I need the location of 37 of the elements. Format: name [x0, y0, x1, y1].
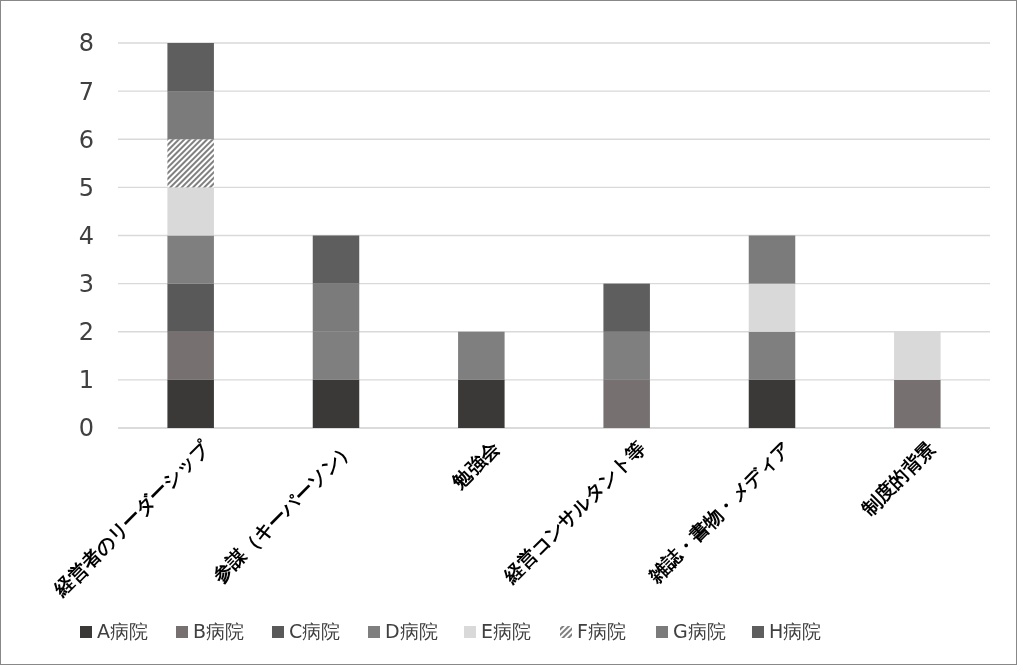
bar	[748, 235, 796, 284]
y-tick-label: 4	[78, 221, 94, 250]
y-tick-label: 2	[78, 318, 94, 347]
bar	[312, 379, 360, 428]
bar	[603, 379, 650, 428]
bar	[603, 283, 650, 332]
y-tick-label: 7	[78, 77, 94, 106]
legend-label: G病院	[673, 620, 726, 642]
x-tick-label: 制度的背景	[856, 436, 940, 521]
bar	[894, 379, 941, 428]
legend-label: F病院	[577, 620, 626, 642]
bar	[167, 91, 214, 140]
legend-label: H病院	[769, 620, 822, 642]
y-tick-label: 5	[78, 173, 94, 202]
bar	[167, 43, 214, 92]
bar	[748, 379, 796, 428]
y-tick-label: 3	[78, 270, 94, 299]
bar	[748, 331, 796, 380]
y-tick-label: 6	[78, 125, 94, 154]
bar	[603, 331, 650, 380]
bar	[312, 235, 360, 284]
x-tick-label: 勉強会	[447, 435, 505, 494]
bar	[458, 379, 505, 428]
legend-label: D病院	[385, 620, 438, 642]
bar	[458, 331, 505, 380]
legend-label: A病院	[97, 620, 148, 642]
legend-label: B病院	[193, 620, 245, 642]
bar	[167, 235, 214, 284]
x-tick-label: 雑誌・書物・メディア	[643, 436, 795, 588]
y-tick-label: 1	[78, 366, 94, 395]
bar	[167, 283, 214, 332]
y-tick-label: 8	[78, 29, 94, 58]
legend-label: E病院	[481, 620, 532, 642]
bar	[167, 379, 214, 428]
bar	[167, 331, 214, 380]
legend-label: C病院	[289, 620, 341, 642]
bar	[167, 139, 214, 188]
